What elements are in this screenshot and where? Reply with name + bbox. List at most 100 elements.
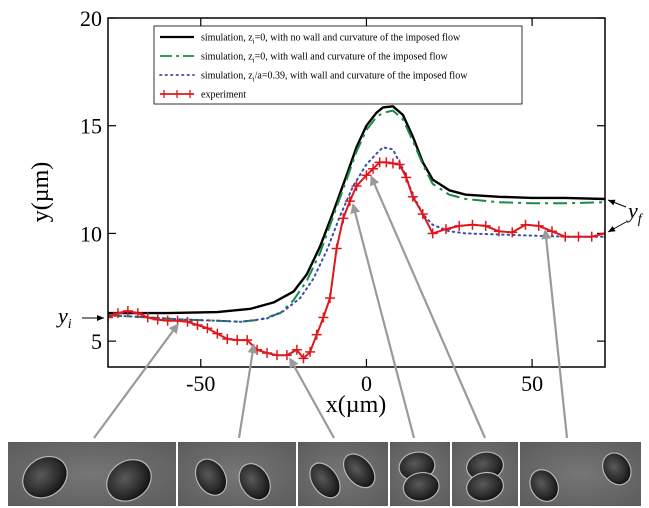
experiment-point (318, 312, 329, 323)
legend-box (153, 25, 523, 105)
experiment-point (361, 170, 372, 181)
experiment-point (232, 335, 243, 346)
micrograph-strip (8, 442, 641, 506)
experiment-point (242, 335, 253, 346)
cell (342, 453, 376, 489)
series-line-4 (108, 161, 605, 360)
cell (402, 471, 440, 502)
pointer-arrow (237, 343, 258, 439)
legend-label: experiment (201, 90, 246, 101)
series-line-3 (108, 146, 605, 323)
experiment-point (132, 308, 143, 319)
experiment-point (271, 350, 282, 361)
plot-frame (107, 17, 606, 368)
experiment-point (305, 346, 316, 357)
experiment-point (331, 243, 342, 254)
experiment-point (112, 308, 123, 319)
legend-label: simulation, zi=0, with wall and curvatur… (201, 52, 448, 65)
experiment-point (142, 312, 153, 323)
experiment-point (368, 163, 379, 174)
cell (238, 463, 271, 501)
cell (601, 452, 632, 486)
series-line-1 (108, 105, 605, 315)
experiment-point (600, 228, 605, 239)
pointer-arrow (370, 175, 487, 439)
micrograph-panel-3 (298, 442, 388, 506)
y-tick-label: 15 (80, 114, 102, 139)
pointer-arrow (93, 323, 179, 439)
x-tick-label: 0 (361, 371, 372, 396)
cell (309, 462, 341, 499)
experiment-point (122, 305, 133, 316)
experiment-point (401, 172, 412, 183)
experiment-point (222, 333, 233, 344)
yf-label: yf (626, 198, 644, 227)
experiment-point (351, 181, 362, 192)
micrograph-panel-4 (390, 442, 450, 506)
experiment-point (586, 231, 597, 242)
experiment-point (182, 316, 193, 327)
experiment-point (338, 213, 349, 224)
legend-entry-1: simulation, zi=0, with no wall and curva… (160, 33, 461, 46)
x-tick-label: -50 (186, 371, 215, 396)
experiment-point (108, 312, 113, 323)
experiment-point (192, 319, 203, 330)
micrograph-panel-6 (520, 442, 641, 506)
cell (194, 458, 228, 496)
experiment-point (427, 228, 438, 239)
cell (22, 455, 68, 499)
experiment-point (202, 323, 213, 334)
experiment-point (573, 231, 584, 242)
chart: -50 0 50 5 10 15 20 x(µm) y(µm) simulation, z… (28, 6, 644, 418)
legend: simulation, zi=0, with no wall and curva… (153, 25, 523, 105)
y-ticks: 5 10 15 20 (80, 6, 605, 354)
experiment-point (394, 159, 405, 170)
experiment-point (298, 353, 309, 364)
experiment-point (454, 220, 465, 231)
experiment-point (324, 293, 335, 304)
experiment-point (291, 344, 302, 355)
yi-label: yi (56, 303, 72, 332)
experiment-point (507, 227, 518, 238)
experiment-point (467, 219, 478, 230)
experiment-point (533, 220, 544, 231)
yf-arrow-upper (607, 199, 627, 208)
y-tick-label: 10 (80, 221, 102, 246)
yi-annotation: yi (56, 303, 104, 332)
experiment-point (381, 157, 392, 168)
experiment-point (520, 219, 531, 230)
experiment-point (162, 315, 173, 326)
experiment-point (387, 158, 398, 169)
experiment-point (212, 328, 223, 339)
micrograph-panel-1 (8, 442, 176, 506)
experiment-point (417, 209, 428, 220)
cell (106, 459, 152, 502)
experiment-point (344, 196, 355, 207)
series-group (108, 105, 605, 364)
experiment-point (560, 231, 571, 242)
legend-label: simulation, zi=0, with no wall and curva… (201, 33, 461, 46)
y-axis-title: y(µm) (28, 162, 54, 222)
micrograph-panel-5 (452, 442, 518, 506)
cell (466, 471, 504, 502)
pointer-arrow (541, 228, 569, 439)
legend-entry-2: simulation, zi=0, with wall and curvatur… (160, 52, 448, 65)
yf-annotation: yf (607, 198, 644, 233)
experiment-point (440, 224, 451, 235)
legend-label: simulation, zi/a=0.39, with wall and cur… (201, 71, 468, 84)
yf-arrow-lower (607, 221, 627, 233)
pointer-arrows (93, 175, 569, 439)
y-tick-label: 20 (80, 6, 102, 31)
y-tick-label: 5 (91, 329, 102, 354)
experiment-point (152, 314, 163, 325)
cell (529, 469, 560, 502)
x-ticks: -50 0 50 (186, 18, 543, 396)
micrograph-panel-2 (178, 442, 296, 506)
experiment-point (281, 350, 292, 361)
experiment-point (480, 220, 491, 231)
experiment-point (172, 315, 183, 326)
experiment-point (407, 191, 418, 202)
experiment-point (262, 347, 273, 358)
pointer-arrow (350, 203, 416, 439)
